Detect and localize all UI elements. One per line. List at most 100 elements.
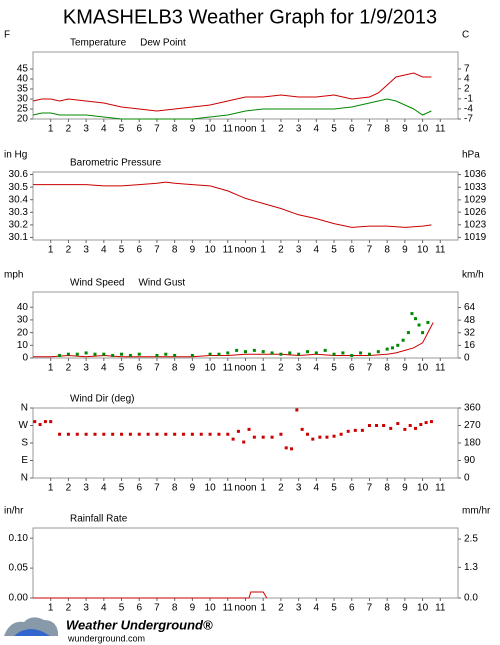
x-tick-label: 4 [101,603,107,614]
y-axis-unit: in Hg [4,150,27,161]
x-tick-label: 8 [384,483,390,494]
data-point [360,428,364,432]
y-tick-label: 30.1 [9,232,29,243]
data-point [353,428,357,432]
data-point [279,352,283,356]
y2-tick-label: 2.5 [464,534,478,545]
series-line [32,72,432,112]
legend-entry: Temperature [70,38,127,49]
x-tick-label: 11 [223,245,234,256]
data-point [231,437,235,441]
y-tick-label: 0.00 [9,593,29,604]
y2-tick-label: 7 [464,64,470,75]
y2-tick-label: 32 [464,327,476,338]
x-tick-label: 11 [435,603,446,614]
data-point [376,350,380,354]
data-point [318,435,322,439]
x-tick-label: 10 [205,363,217,374]
data-point [235,348,239,352]
y-tick-label: 30.2 [9,220,29,231]
data-point [164,432,168,436]
data-point [419,423,423,427]
x-tick-label: 9 [190,483,196,494]
data-point [325,435,329,439]
data-point [279,432,283,436]
data-point [217,352,221,356]
data-point [247,427,251,431]
data-point [414,317,417,321]
x-tick-label: 6 [136,363,142,374]
x-tick-label: 7 [154,603,160,614]
y2-tick-label: 180 [464,438,481,449]
data-point [173,353,177,357]
x-tick-label: 3 [296,603,302,614]
data-point [382,424,386,427]
y-tick-label: S [21,438,28,449]
x-tick-label: 1 [260,363,266,374]
x-tick-label: 3 [83,603,89,614]
x-tick-label: 8 [384,363,390,374]
data-point [226,432,230,436]
y-tick-label: 20 [17,114,29,125]
x-tick-label: 11 [223,603,234,614]
data-point [341,351,345,355]
legend-entry: Wind Dir (deg) [70,394,134,405]
x-tick-label: 11 [223,363,234,374]
data-point [305,432,309,436]
x-tick-label: 1 [48,124,54,135]
data-point [401,338,405,342]
x-tick-label: 9 [402,245,408,256]
x-tick-label: 1 [260,483,266,494]
y-tick-label: 40 [17,74,29,85]
y-tick-label: 0 [22,353,28,364]
x-tick-label: 1 [48,245,54,256]
data-point [252,348,256,352]
x-tick-label: noon [234,483,256,494]
data-point [66,352,70,356]
series-line [33,322,434,358]
y2-axis-unit: C [462,30,469,41]
x-tick-label: 2 [66,603,72,614]
data-point [66,432,70,436]
data-point [367,424,371,427]
y-tick-label: 20 [17,327,29,338]
y2-tick-label: 48 [464,315,476,326]
x-tick-label: 11 [435,483,446,494]
legend-entry: Barometric Pressure [70,158,162,169]
data-point [389,426,393,430]
x-tick-label: 9 [190,363,196,374]
x-tick-label: 9 [190,245,196,256]
data-point [58,353,62,357]
legend-entry: Rainfall Rate [70,514,128,525]
x-tick-label: 1 [260,245,266,256]
x-tick-label: 3 [83,363,89,374]
y2-tick-label: 270 [464,420,481,431]
data-point [332,352,336,356]
data-point [346,429,350,433]
legend-entry: Wind Speed [70,278,124,289]
logo-cloud [4,617,58,636]
data-point [284,446,288,450]
y2-tick-label: 0 [464,353,470,364]
x-tick-label: 6 [136,603,142,614]
data-point [244,350,247,354]
data-point [297,352,301,356]
x-tick-label: 4 [101,483,107,494]
data-point [164,352,168,356]
x-tick-label: 3 [83,124,89,135]
y-tick-label: 10 [17,340,29,351]
data-point [102,432,106,436]
x-tick-label: noon [234,124,256,135]
x-tick-label: 4 [314,363,320,374]
data-point [58,432,62,436]
x-tick-label: 9 [402,603,408,614]
data-point [208,352,212,356]
x-tick-label: 5 [119,603,125,614]
plot-frame [32,291,459,359]
y2-tick-label: 4 [464,74,470,85]
data-point [111,353,115,357]
x-tick-label: 5 [119,124,125,135]
data-point [339,432,343,436]
data-point [421,331,425,335]
data-point [75,352,79,356]
